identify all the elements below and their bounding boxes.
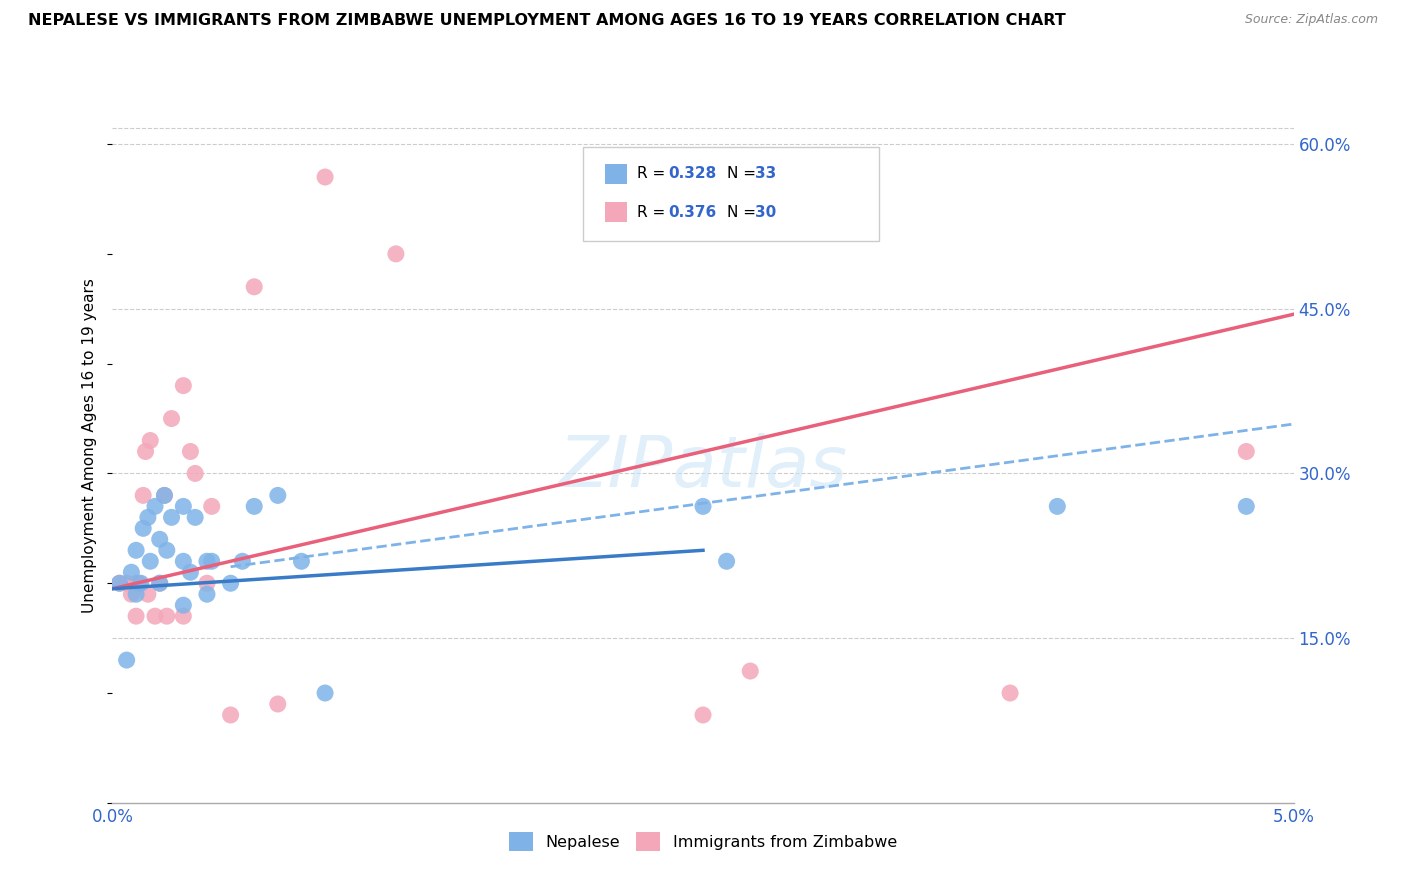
Point	[740, 664, 762, 678]
Point	[692, 500, 714, 514]
Text: NEPALESE VS IMMIGRANTS FROM ZIMBABWE UNEMPLOYMENT AMONG AGES 16 TO 19 YEARS CORR: NEPALESE VS IMMIGRANTS FROM ZIMBABWE UNE…	[28, 13, 1066, 29]
Text: R =: R =	[637, 205, 671, 219]
Point	[125, 543, 148, 558]
Point	[120, 587, 142, 601]
Point	[136, 587, 159, 601]
Point	[108, 576, 131, 591]
Point	[219, 576, 242, 591]
Point	[156, 543, 179, 558]
Point	[149, 576, 172, 591]
Point	[149, 533, 172, 547]
Point	[132, 521, 155, 535]
Y-axis label: Unemployment Among Ages 16 to 19 years: Unemployment Among Ages 16 to 19 years	[82, 278, 97, 614]
Text: 0.376: 0.376	[668, 205, 716, 219]
Text: N =: N =	[727, 205, 761, 219]
Point	[267, 697, 290, 711]
Point	[172, 598, 194, 612]
Point	[172, 378, 194, 392]
Point	[172, 554, 194, 568]
Text: ZIPatlas: ZIPatlas	[558, 433, 848, 502]
Point	[125, 609, 148, 624]
Point	[314, 686, 336, 700]
Point	[195, 587, 218, 601]
Point	[153, 488, 176, 502]
Text: R =: R =	[637, 167, 671, 181]
Point	[243, 500, 266, 514]
Point	[201, 554, 224, 568]
Point	[1234, 444, 1257, 458]
Point	[267, 488, 290, 502]
Point	[156, 609, 179, 624]
Point	[125, 576, 148, 591]
Point	[153, 488, 176, 502]
Point	[143, 609, 166, 624]
Point	[184, 467, 207, 481]
Point	[120, 566, 142, 580]
Text: Source: ZipAtlas.com: Source: ZipAtlas.com	[1244, 13, 1378, 27]
Point	[132, 488, 155, 502]
Point	[115, 576, 138, 591]
Legend: Nepalese, Immigrants from Zimbabwe: Nepalese, Immigrants from Zimbabwe	[501, 823, 905, 859]
Point	[1046, 500, 1069, 514]
Point	[1234, 500, 1257, 514]
Point	[139, 434, 162, 448]
Point	[385, 247, 408, 261]
Point	[195, 576, 218, 591]
Point	[219, 708, 242, 723]
Point	[998, 686, 1021, 700]
Point	[149, 576, 172, 591]
Text: 33: 33	[755, 167, 776, 181]
Point	[108, 576, 131, 591]
Point	[127, 576, 149, 591]
Point	[143, 500, 166, 514]
Point	[716, 554, 738, 568]
Point	[231, 554, 253, 568]
Point	[125, 587, 148, 601]
Point	[290, 554, 312, 568]
Point	[136, 510, 159, 524]
Text: 0.328: 0.328	[668, 167, 716, 181]
Point	[115, 653, 138, 667]
Point	[692, 708, 714, 723]
Point	[201, 500, 224, 514]
Point	[179, 566, 201, 580]
Point	[243, 280, 266, 294]
Text: N =: N =	[727, 167, 761, 181]
Point	[160, 411, 183, 425]
Point	[135, 444, 157, 458]
Point	[179, 444, 201, 458]
Point	[314, 169, 336, 184]
Point	[172, 500, 194, 514]
Point	[139, 554, 162, 568]
Point	[184, 510, 207, 524]
Point	[195, 554, 218, 568]
Point	[129, 576, 152, 591]
Text: 30: 30	[755, 205, 776, 219]
Point	[160, 510, 183, 524]
Point	[172, 609, 194, 624]
